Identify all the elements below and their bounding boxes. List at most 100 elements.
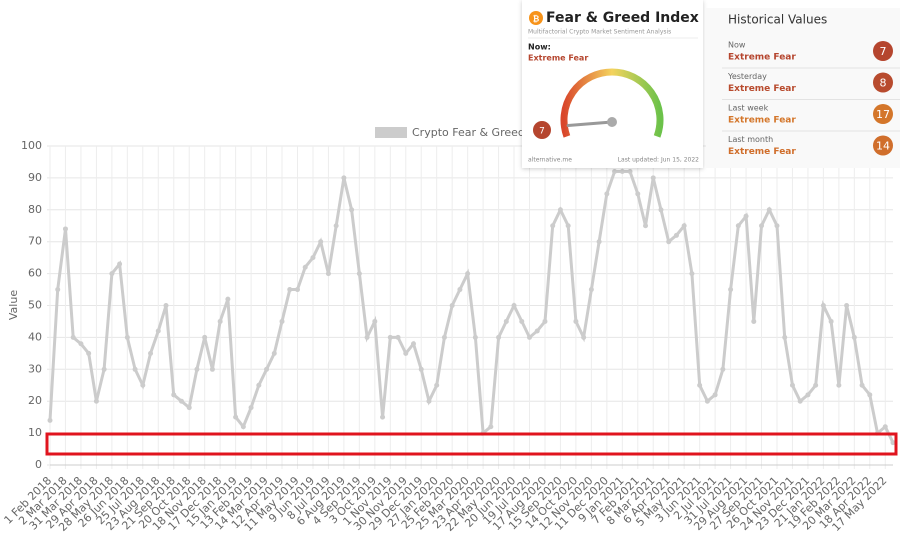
point	[62, 226, 68, 232]
y-tick-label: 40	[28, 330, 42, 343]
point	[101, 366, 107, 372]
point	[202, 334, 208, 340]
point	[557, 207, 563, 213]
point	[117, 261, 123, 267]
point	[225, 296, 231, 302]
point	[395, 334, 401, 340]
point	[349, 207, 355, 213]
point	[588, 287, 594, 293]
point	[805, 392, 811, 398]
point	[859, 382, 865, 388]
y-axis-label: Value	[7, 290, 20, 320]
gauge-needle	[566, 120, 614, 128]
updated: Last updated: Jun 15, 2022	[618, 157, 699, 164]
point	[697, 382, 703, 388]
point	[681, 223, 687, 229]
point	[194, 366, 200, 372]
point	[70, 334, 76, 340]
gauge-hub	[607, 117, 617, 127]
point	[55, 287, 61, 293]
gauge-value: 7	[539, 127, 545, 137]
point	[534, 328, 540, 334]
point	[279, 318, 285, 324]
point	[550, 223, 556, 229]
point	[604, 191, 610, 197]
point	[341, 175, 347, 181]
point	[418, 366, 424, 372]
history-badge	[873, 135, 893, 156]
point	[828, 318, 834, 324]
point	[743, 213, 749, 219]
history-list: Now Extreme Fear 7 Yesterday Extreme Fear 8 La…	[722, 41, 900, 157]
bitcoin-symbol: ₿	[533, 15, 540, 24]
point	[163, 303, 169, 308]
point	[720, 366, 726, 372]
y-tick-label: 30	[28, 362, 42, 375]
history-label: Now	[728, 41, 746, 50]
history-value: 17	[876, 108, 890, 121]
point	[766, 207, 772, 213]
now-class: Extreme Fear	[528, 54, 588, 63]
point	[186, 405, 192, 411]
point	[248, 405, 254, 411]
point	[318, 239, 324, 245]
point	[581, 334, 587, 340]
history-badge	[873, 104, 893, 124]
history-title: Historical Values	[728, 13, 827, 27]
point	[264, 366, 270, 372]
gauge: 7	[533, 117, 617, 139]
point	[619, 169, 625, 175]
history-class: Extreme Fear	[728, 147, 796, 157]
point	[148, 350, 154, 356]
point	[836, 382, 842, 388]
history-value: 7	[880, 45, 887, 58]
y-tick-label: 90	[28, 171, 42, 184]
y-tick-label: 20	[28, 394, 42, 407]
point	[666, 239, 672, 245]
point	[797, 398, 803, 404]
source: alternative.me	[528, 157, 572, 164]
point	[573, 318, 579, 324]
y-tick-label: 0	[35, 458, 42, 471]
history-badge	[873, 41, 893, 61]
point	[364, 334, 370, 340]
point	[434, 382, 440, 388]
point	[233, 414, 239, 420]
point	[387, 334, 393, 340]
point	[155, 328, 161, 334]
point	[728, 287, 734, 293]
point	[403, 350, 409, 356]
point	[565, 223, 571, 229]
history-label: Yesterday	[727, 72, 767, 81]
point	[789, 382, 795, 388]
history-badge	[873, 72, 893, 93]
point	[867, 392, 873, 398]
point	[712, 392, 718, 398]
point	[689, 271, 695, 277]
y-tick-label: 60	[28, 267, 42, 280]
point	[271, 350, 277, 356]
history-class: Extreme Fear	[728, 84, 796, 94]
point	[294, 287, 300, 293]
point	[774, 223, 780, 229]
point	[673, 232, 679, 238]
history-panel	[706, 8, 900, 168]
point	[890, 440, 896, 446]
point	[380, 414, 386, 420]
point	[132, 366, 138, 372]
point	[488, 424, 494, 430]
point	[759, 223, 765, 229]
history-label: Last week	[728, 104, 769, 113]
point	[635, 191, 641, 197]
point	[704, 398, 710, 404]
point	[410, 341, 416, 347]
point	[78, 341, 84, 347]
highlight-box	[45, 432, 898, 456]
point	[511, 303, 517, 308]
point	[650, 175, 656, 181]
widget-subtitle: Multifactorial Crypto Market Sentiment A…	[528, 29, 671, 36]
point	[735, 223, 741, 229]
widget-title: Fear & Greed Index	[546, 10, 699, 26]
